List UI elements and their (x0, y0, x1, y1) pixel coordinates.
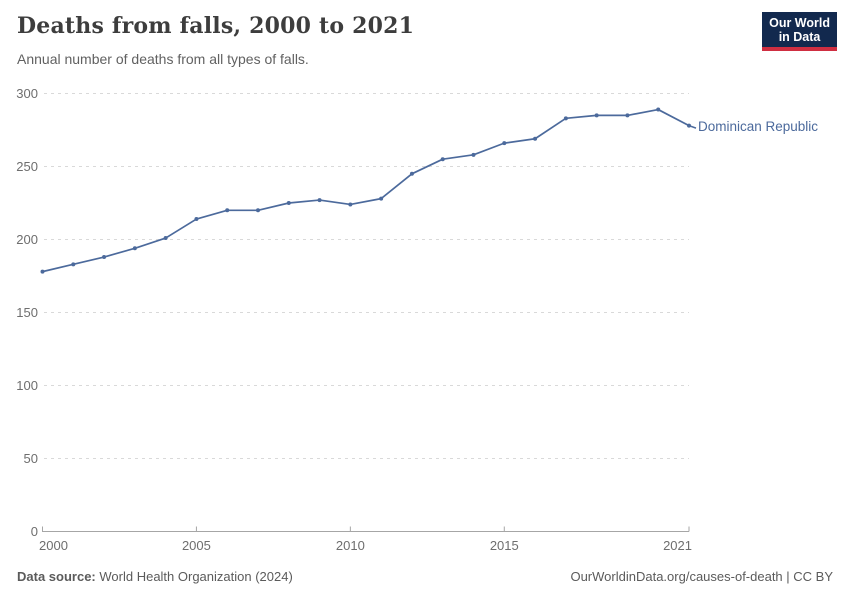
data-point-2002[interactable] (102, 255, 107, 260)
data-point-2004[interactable] (163, 236, 168, 241)
label-connector (688, 124, 697, 129)
data-point-2013[interactable] (440, 157, 445, 162)
data-point-2003[interactable] (132, 246, 137, 251)
data-point-2000[interactable] (40, 269, 45, 274)
data-source-label: Data source: (17, 569, 96, 584)
y-tick-label: 200 (16, 232, 38, 247)
data-point-2010[interactable] (348, 202, 353, 207)
data-source: Data source: World Health Organization (… (17, 569, 293, 584)
x-tick-label: 2000 (39, 538, 68, 553)
data-point-2018[interactable] (594, 113, 599, 118)
data-point-2001[interactable] (71, 262, 76, 267)
series-label-dominican-republic[interactable]: Dominican Republic (698, 119, 819, 134)
owid-logo-line1: Our World (769, 16, 830, 30)
owid-logo-line2: in Data (778, 30, 821, 44)
data-point-2005[interactable] (194, 217, 199, 222)
y-tick-label: 300 (16, 86, 38, 101)
data-point-2017[interactable] (563, 116, 568, 121)
x-tick-label: 2005 (182, 538, 211, 553)
y-tick-label: 150 (16, 305, 38, 320)
data-source-text: World Health Organization (2024) (99, 569, 293, 584)
x-tick-label: 2015 (490, 538, 519, 553)
credit-link[interactable]: OurWorldinData.org/causes-of-death | CC … (570, 569, 833, 584)
data-point-2014[interactable] (471, 152, 476, 157)
y-tick-label: 100 (16, 378, 38, 393)
data-point-2015[interactable] (502, 141, 507, 146)
page-subtitle: Annual number of deaths from all types o… (17, 51, 309, 67)
data-point-2011[interactable] (379, 196, 384, 201)
owid-logo[interactable]: Our World in Data (762, 12, 837, 51)
data-point-2012[interactable] (409, 171, 414, 176)
data-point-2006[interactable] (225, 208, 230, 213)
page-title: Deaths from falls, 2000 to 2021 (17, 13, 415, 39)
y-tick-label: 0 (31, 524, 38, 539)
x-tick-label: 2021 (663, 538, 692, 553)
data-line-dominican-republic[interactable] (42, 108, 690, 273)
y-tick-label: 250 (16, 159, 38, 174)
data-point-2016[interactable] (533, 136, 538, 141)
data-point-2020[interactable] (656, 107, 661, 112)
y-tick-label: 50 (24, 451, 38, 466)
data-point-2007[interactable] (256, 208, 260, 213)
data-point-2019[interactable] (625, 113, 630, 118)
x-tick-label: 2010 (336, 538, 365, 553)
data-point-2009[interactable] (317, 198, 322, 203)
data-point-2008[interactable] (286, 201, 291, 205)
